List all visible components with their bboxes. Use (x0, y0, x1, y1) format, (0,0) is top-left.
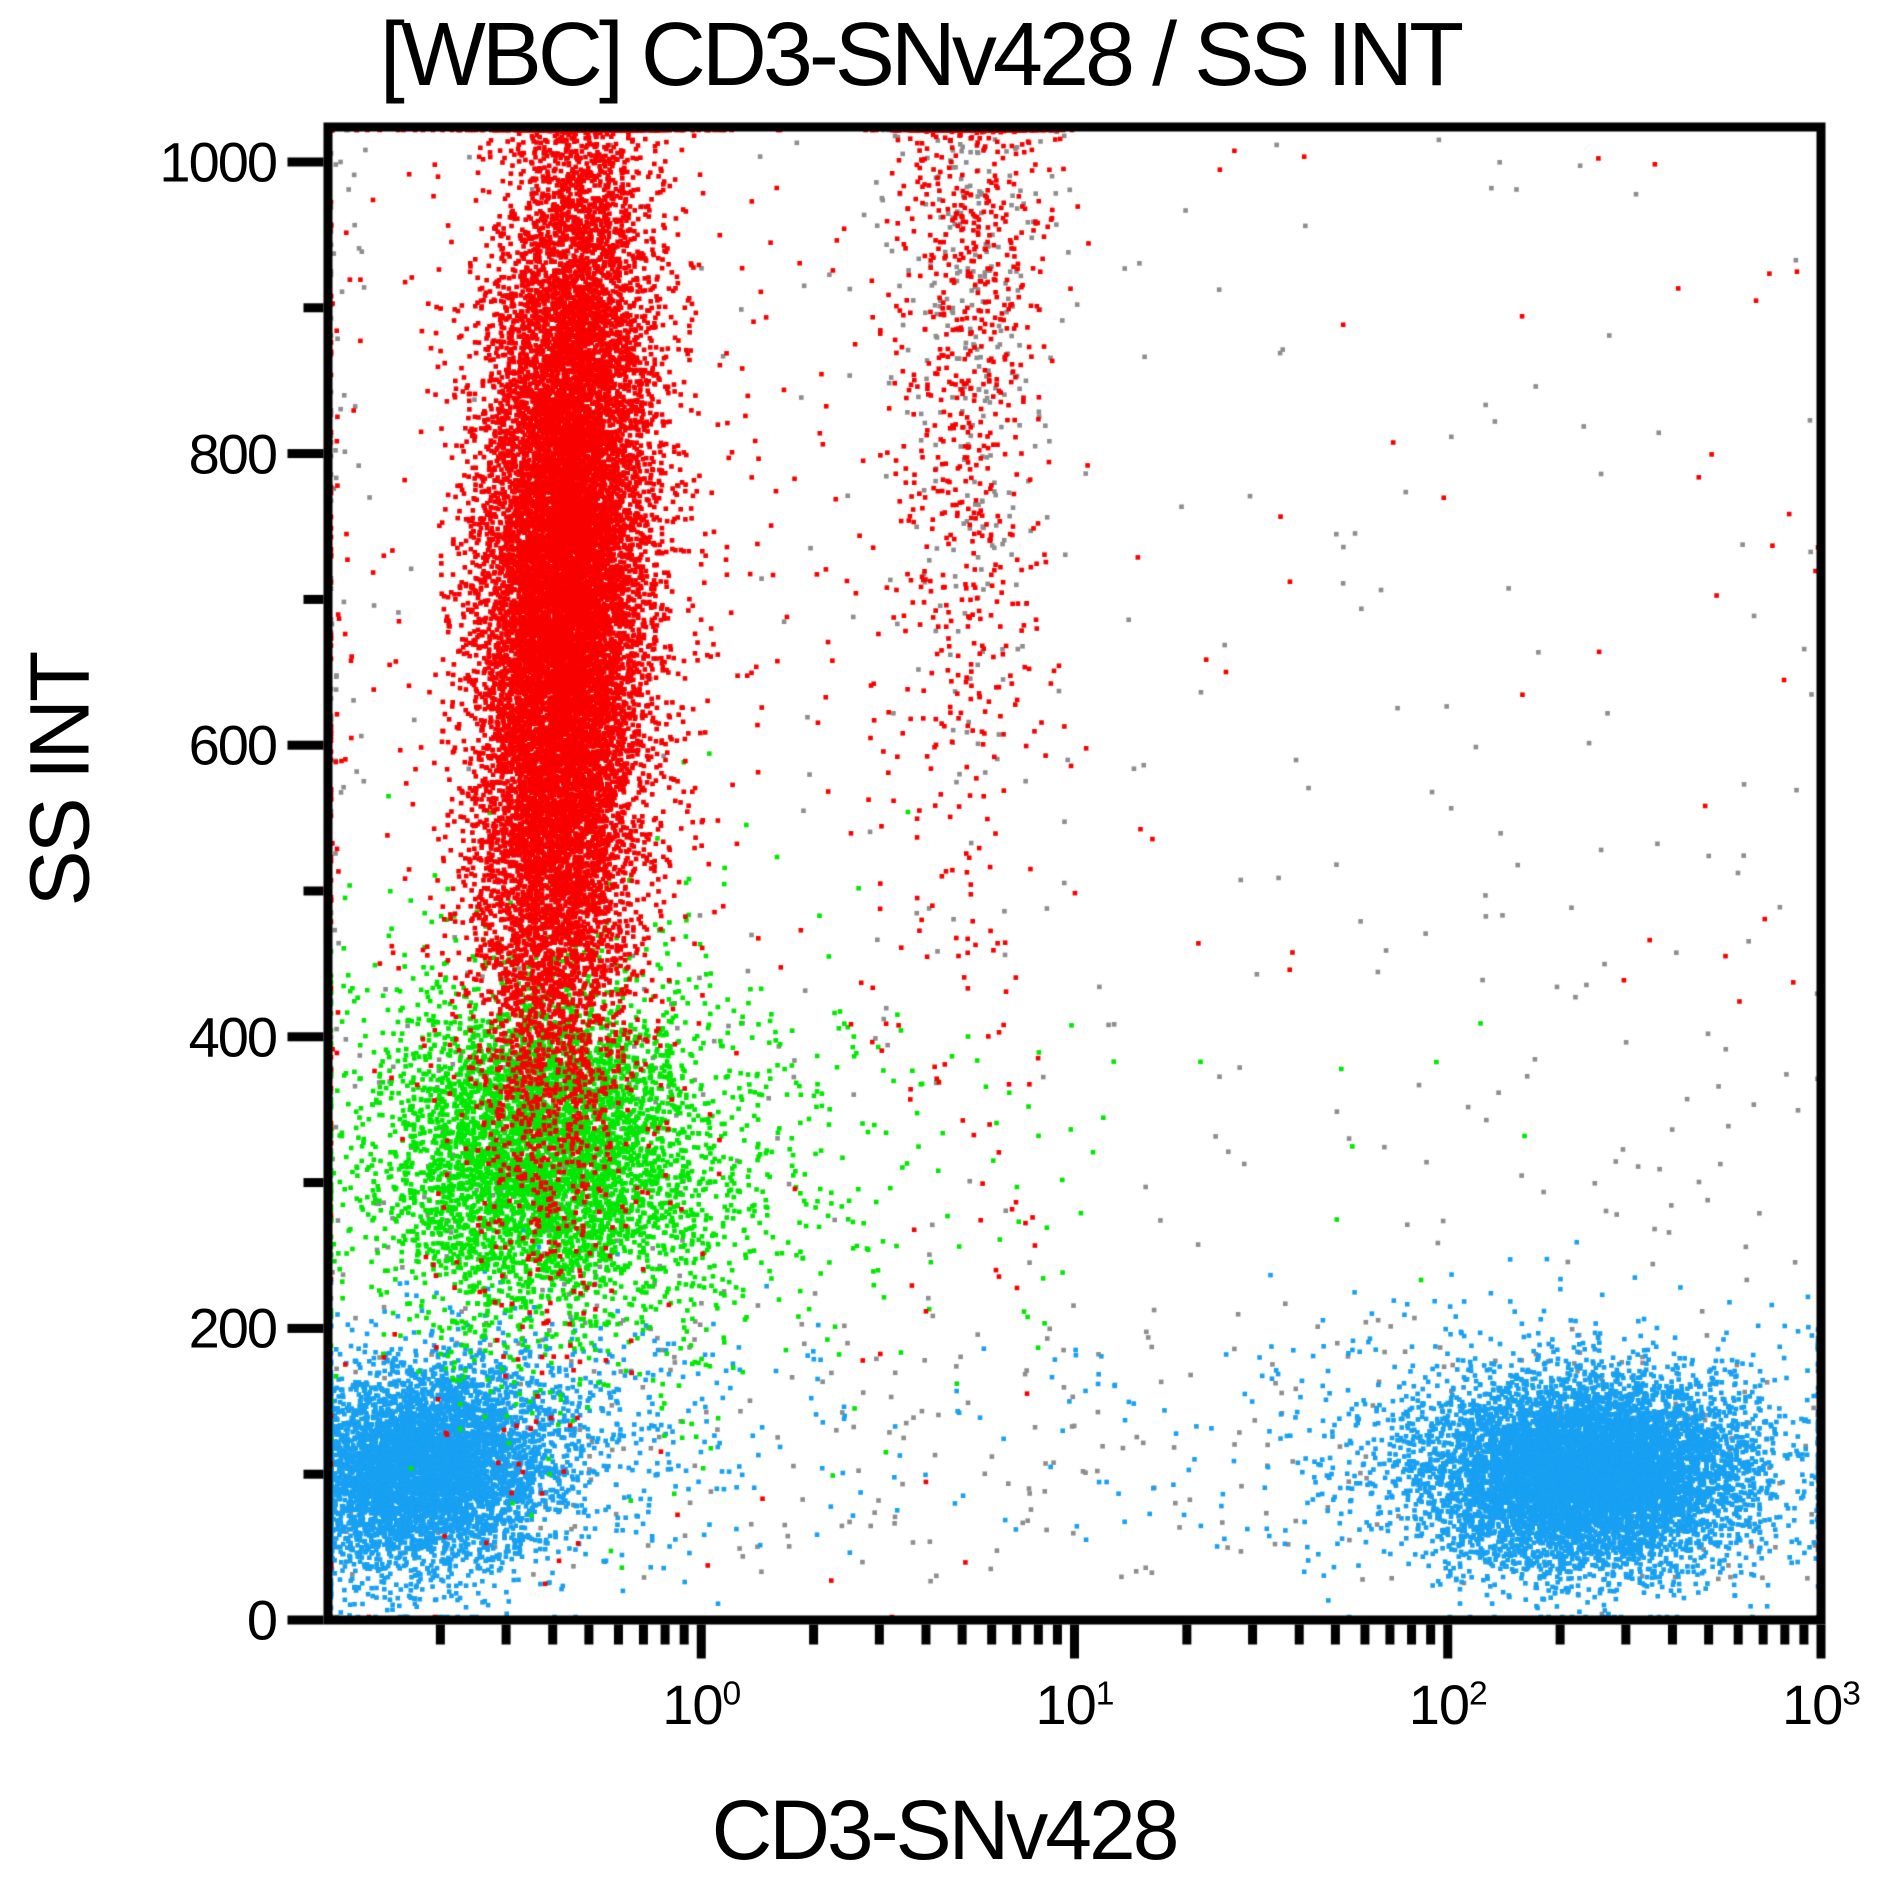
scatter-plot-canvas (0, 0, 1888, 1894)
flow-cytometry-dot-plot: [WBC] CD3-SNv428 / SS INT SS INT CD3-SNv… (0, 0, 1888, 1894)
